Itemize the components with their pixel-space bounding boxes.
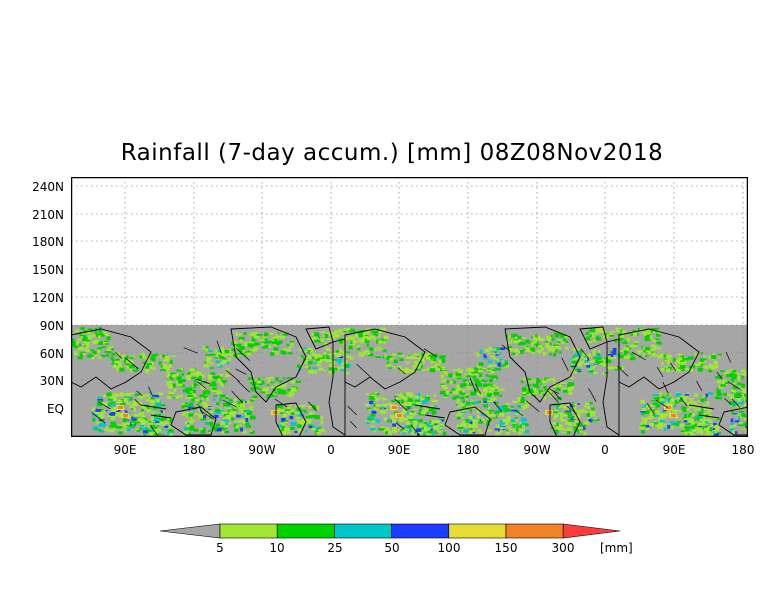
legend-swatch — [391, 523, 450, 539]
legend-threshold-label: 300 — [551, 541, 575, 555]
legend-threshold-label: 100 — [437, 541, 461, 555]
legend-swatch — [505, 523, 564, 539]
plot-border — [71, 177, 748, 437]
y-tick-label: 150N — [32, 263, 64, 277]
legend-unit-label: [mm] — [600, 541, 633, 555]
rainfall-map-plot — [71, 177, 748, 437]
map-title: Rainfall (7-day accum.) [mm] 08Z08Nov201… — [120, 140, 664, 166]
legend-swatch — [276, 523, 335, 539]
x-tick-label: 90W — [248, 443, 276, 457]
legend-threshold-label: 50 — [384, 541, 400, 555]
legend-threshold-label: 5 — [216, 541, 224, 555]
legend-swatch — [219, 523, 278, 539]
legend-swatch — [334, 523, 392, 539]
x-tick-label: 180 — [456, 443, 480, 457]
legend-threshold-label: 10 — [269, 541, 285, 555]
y-tick-label: 120N — [32, 291, 64, 305]
x-tick-label: 180 — [731, 443, 755, 457]
y-tick-label: EQ — [46, 402, 64, 416]
legend-swatch — [160, 523, 221, 539]
coastlines — [71, 326, 748, 437]
x-tick-label: 90E — [113, 443, 137, 457]
color-legend — [160, 523, 621, 539]
y-tick-label: 180N — [32, 235, 64, 249]
legend-swatch — [562, 523, 621, 539]
y-tick-label: 60N — [39, 347, 64, 361]
rainfall-map — [71, 177, 748, 437]
x-tick-label: 90E — [387, 443, 411, 457]
y-tick-label: 240N — [32, 180, 64, 194]
grid-lines — [71, 177, 748, 437]
x-tick-label: 180 — [182, 443, 206, 457]
x-tick-label: 90W — [523, 443, 551, 457]
legend-threshold-label: 25 — [327, 541, 343, 555]
rainfall-data-layer — [71, 325, 748, 437]
x-tick-label: 0 — [327, 443, 335, 457]
x-tick-label: 0 — [601, 443, 609, 457]
legend-swatch — [448, 523, 507, 539]
x-tick-label: 90E — [662, 443, 686, 457]
y-tick-label: 210N — [32, 208, 64, 222]
y-tick-label: 30N — [39, 374, 64, 388]
legend-threshold-label: 150 — [494, 541, 518, 555]
y-tick-label: 90N — [39, 319, 64, 333]
